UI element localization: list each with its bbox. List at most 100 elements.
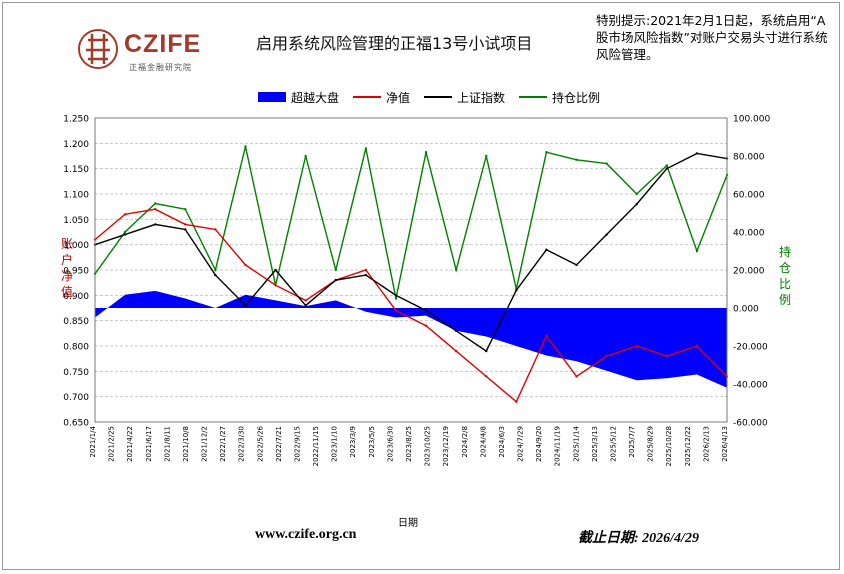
y-right-tick-label: 20.000 (733, 267, 765, 277)
x-tick-label: 2021/12/2 (201, 426, 209, 462)
nav-line-point (153, 208, 157, 211)
position-line-point (394, 297, 398, 300)
y-right-tick-label: -20.000 (733, 343, 768, 353)
index-line-point (304, 304, 307, 307)
position-line-point (214, 268, 217, 272)
index-line-point (605, 233, 608, 236)
legend: 超越大盘 净值 上证指数 持仓比例 (258, 89, 614, 105)
x-tick-label: 2021/8/11 (163, 426, 171, 462)
x-tick-label: 2022/9/15 (293, 426, 301, 462)
index-line-point (153, 223, 157, 226)
x-tick-label: 2024/11/19 (554, 426, 562, 466)
nav-line-point (274, 284, 277, 287)
x-tick-label: 2022/7/21 (275, 426, 283, 462)
nav-line-point (575, 375, 578, 378)
y-left-tick-label: 0.950 (63, 267, 89, 277)
chart-title: 启用系统风险管理的正福13号小试项目 (256, 34, 533, 53)
x-tick-label: 2023/3/9 (349, 426, 357, 457)
x-tick-label: 2021/10/8 (182, 426, 190, 462)
logo-text: CZIFE (124, 30, 202, 58)
x-tick-label: 2022/11/15 (312, 426, 320, 466)
y-right-tick-label: 100.000 (733, 115, 770, 125)
y-axis-right-label: 持仓比例 (778, 245, 791, 307)
nav-line-point (244, 263, 247, 267)
index-line-point (695, 152, 699, 155)
position-line-point (334, 268, 337, 272)
x-tick-label: 2022/5/26 (256, 425, 264, 461)
y-right-tick-label: 40.000 (733, 229, 765, 239)
index-line-point (364, 273, 368, 277)
y-left-tick-label: 1.000 (63, 241, 89, 251)
nav-line-point (515, 400, 518, 403)
notice-text: 特别提示:2021年2月1日起，系统启用“A股市场风险指数”对账户交易头寸进行系… (596, 13, 828, 62)
nav-line-point (184, 223, 187, 226)
footer-date: 截止日期: 2026/4/29 (578, 531, 699, 546)
logo-subtitle: 正福金融研究院 (129, 63, 192, 72)
x-tick-label: 2024/4/8 (479, 426, 487, 457)
index-line-point (635, 202, 638, 206)
x-tick-label: 2023/10/25 (424, 426, 432, 466)
position-line-point (665, 164, 669, 167)
x-tick-label: 2021/6/17 (145, 426, 153, 462)
position-line-point (454, 268, 458, 272)
y-left-tick-label: 0.850 (63, 317, 89, 327)
y-right-tick-label: -40.000 (733, 381, 768, 391)
y-left-tick-label: 0.800 (63, 343, 89, 353)
x-tick-label: 2025/1/14 (572, 425, 580, 461)
legend-swatch-position (519, 96, 548, 98)
index-line-point (123, 233, 127, 236)
nav-line-point (485, 375, 488, 378)
index-line-point (214, 273, 217, 277)
x-tick-label: 2021/2/25 (108, 426, 116, 462)
index-line-point (515, 289, 518, 292)
czife-logo: CZIFE 正福金融研究院 (76, 24, 206, 76)
y-left-tick-label: 0.900 (63, 292, 89, 302)
x-tick-label: 2025/10/28 (665, 426, 673, 466)
position-line-point (635, 192, 638, 196)
x-tick-label: 2023/6/30 (386, 426, 394, 462)
y-left-tick-label: 0.700 (63, 393, 89, 403)
position-line-point (304, 154, 307, 158)
nav-line-point (123, 213, 127, 216)
nav-line-point (364, 268, 368, 272)
position-line-point (364, 147, 368, 150)
y-left-tick-label: 1.150 (63, 165, 89, 175)
x-tick-label: 2025/5/12 (609, 426, 617, 462)
position-line-point (575, 158, 578, 161)
legend-swatch-excess (258, 92, 286, 102)
position-line (94, 146, 728, 299)
y-left-tick-label: 1.100 (63, 191, 89, 201)
x-tick-label: 2025/7/7 (628, 426, 636, 457)
nav-line-point (545, 334, 548, 338)
x-tick-label: 2021/4/22 (126, 426, 134, 462)
nav-line-point (304, 299, 307, 302)
legend-item-excess: 超越大盘 (258, 89, 339, 106)
position-line-point (123, 230, 127, 234)
legend-item-position: 持仓比例 (519, 89, 600, 106)
position-line-point (695, 249, 699, 253)
x-tick-label: 2024/9/20 (535, 426, 543, 462)
y-right-tick-label: 60.000 (733, 191, 765, 201)
index-line-point (274, 268, 277, 272)
x-tick-label: 2024/2/8 (461, 426, 469, 457)
legend-item-index: 上证指数 (424, 89, 505, 106)
x-tick-label: 2025/3/13 (591, 426, 599, 462)
y-left-tick-label: 0.750 (63, 368, 89, 378)
x-axis-label: 日期 (398, 518, 418, 529)
nav-line-point (665, 354, 669, 358)
y-axis-left-label: 账户净值 (60, 237, 73, 299)
index-line-point (244, 304, 247, 307)
legend-swatch-index (424, 96, 453, 98)
nav-line (94, 208, 728, 403)
position-line-point (184, 208, 187, 211)
y-left-tick-label: 1.200 (63, 140, 89, 150)
x-tick-label: 2024/6/3 (498, 426, 506, 457)
index-line (94, 152, 728, 353)
y-right-tick-label: 0.000 (733, 305, 759, 315)
x-tick-label: 2026/2/13 (702, 426, 710, 462)
position-line-point (605, 162, 608, 165)
nav-line-point (394, 309, 398, 312)
x-tick-label: 2026/4/13 (721, 426, 729, 462)
nav-line-point (454, 349, 458, 353)
